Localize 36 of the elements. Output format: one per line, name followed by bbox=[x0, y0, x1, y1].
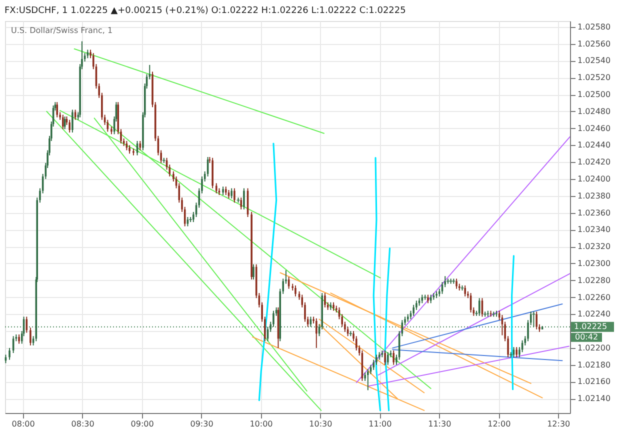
y-tick-label: 1.02240 bbox=[578, 310, 611, 319]
x-tick-label: 10:00 bbox=[250, 420, 273, 428]
y-tick-label: 1.02200 bbox=[578, 343, 611, 352]
y-tick-label: 1.02440 bbox=[578, 140, 611, 150]
x-tick-label: 09:00 bbox=[130, 420, 154, 428]
x-tick-label: 12:30 bbox=[547, 420, 570, 428]
y-tick-label: 1.02380 bbox=[578, 191, 611, 200]
text: U.S. Dollar/Swiss Franc, 1 bbox=[11, 26, 113, 35]
y-tick-label: 1.02520 bbox=[578, 73, 611, 82]
y-tick-label: 1.02580 bbox=[578, 22, 611, 32]
y-tick-label: 1.02340 bbox=[578, 225, 611, 234]
x-tick-label: 09:30 bbox=[190, 420, 214, 428]
y-tick-label: 1.02400 bbox=[578, 174, 611, 184]
y-tick-label: 1.02460 bbox=[578, 124, 611, 133]
x-tick-label: 08:00 bbox=[12, 420, 35, 428]
chart-title: FX:USDCHF, 1 1.02225 ▲+0.00215 (+0.21%) O:1.02222 H:1.02226 L:1.02222 C:1.02225 bbox=[4, 6, 406, 16]
y-tick-label: 1.02300 bbox=[578, 258, 611, 268]
x-tick-label: 11:30 bbox=[428, 420, 452, 428]
text: 00:42 bbox=[575, 332, 598, 342]
y-tick-label: 1.02420 bbox=[578, 158, 611, 167]
y-tick-label: 1.02480 bbox=[578, 106, 611, 116]
y-tick-label: 1.02140 bbox=[578, 394, 611, 404]
x-tick-label: 10:30 bbox=[309, 420, 332, 428]
y-tick-label: 1.02180 bbox=[578, 360, 611, 370]
y-tick-label: 1.02320 bbox=[578, 242, 611, 252]
y-tick-label: 1.02500 bbox=[578, 90, 611, 99]
ref-line-label: 1.02225 bbox=[574, 322, 608, 331]
y-tick-label: 1.02540 bbox=[578, 56, 611, 66]
y-tick-label: 1.02280 bbox=[578, 276, 611, 285]
y-tick-label: 1.02160 bbox=[578, 377, 611, 386]
x-tick-label: 12:00 bbox=[488, 420, 511, 428]
y-tick-label: 1.02360 bbox=[578, 208, 611, 218]
x-tick-label: 08:30 bbox=[71, 420, 94, 428]
x-tick-label: 11:00 bbox=[368, 420, 392, 428]
y-tick-label: 1.02260 bbox=[578, 292, 611, 302]
y-tick-label: 1.02560 bbox=[578, 39, 611, 48]
